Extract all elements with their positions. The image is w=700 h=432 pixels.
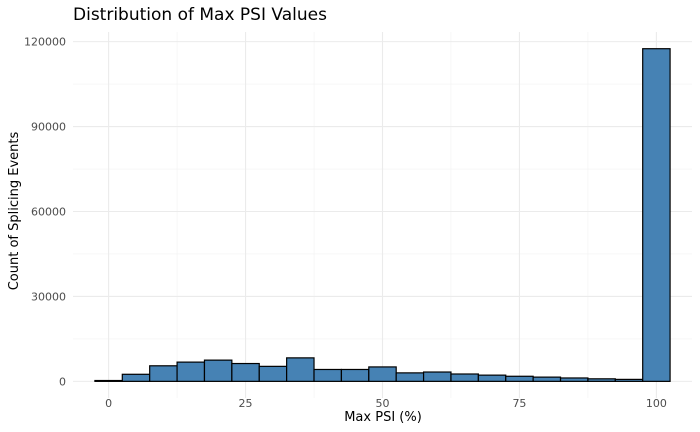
histogram-bar <box>642 48 671 382</box>
x-tick-label: 100 <box>646 397 667 410</box>
histogram-bar <box>176 361 206 382</box>
histogram-bar <box>450 373 479 382</box>
x-tick-label: 75 <box>512 397 526 410</box>
y-tick-label: 90000 <box>31 121 66 134</box>
histogram-bar <box>149 365 178 382</box>
histogram-bar <box>340 368 370 382</box>
bars <box>94 48 671 382</box>
y-axis-ticks: 0 30000 60000 90000 120000 <box>24 36 66 389</box>
x-axis-title: Max PSI (%) <box>344 410 422 425</box>
histogram-bar <box>587 378 616 382</box>
histogram-bar <box>505 375 534 382</box>
histogram-bar <box>203 359 233 382</box>
x-tick-label: 50 <box>376 397 390 410</box>
y-axis-title: Count of Splicing Events <box>7 132 22 291</box>
y-tick-label: 0 <box>59 375 66 388</box>
y-tick-label: 120000 <box>24 36 66 49</box>
histogram-bar <box>422 371 452 382</box>
histogram-bar <box>395 372 425 382</box>
histogram-bar <box>559 377 589 382</box>
histogram-bar <box>121 373 151 382</box>
histogram-bar <box>231 362 260 382</box>
x-tick-label: 0 <box>105 397 112 410</box>
histogram-bar <box>258 365 288 382</box>
histogram-bar <box>368 366 397 382</box>
histogram-bar <box>477 374 507 382</box>
grid <box>73 32 692 398</box>
histogram-bar <box>313 368 343 382</box>
histogram-bar <box>532 376 562 382</box>
x-tick-label: 25 <box>239 397 253 410</box>
y-tick-label: 30000 <box>31 290 66 303</box>
histogram-bar <box>286 357 315 382</box>
histogram-bar <box>614 378 644 382</box>
chart-title: Distribution of Max PSI Values <box>73 5 327 25</box>
histogram-bar <box>94 379 123 382</box>
x-axis-ticks: 0 25 50 75 100 <box>105 397 667 410</box>
y-tick-label: 60000 <box>31 205 66 218</box>
